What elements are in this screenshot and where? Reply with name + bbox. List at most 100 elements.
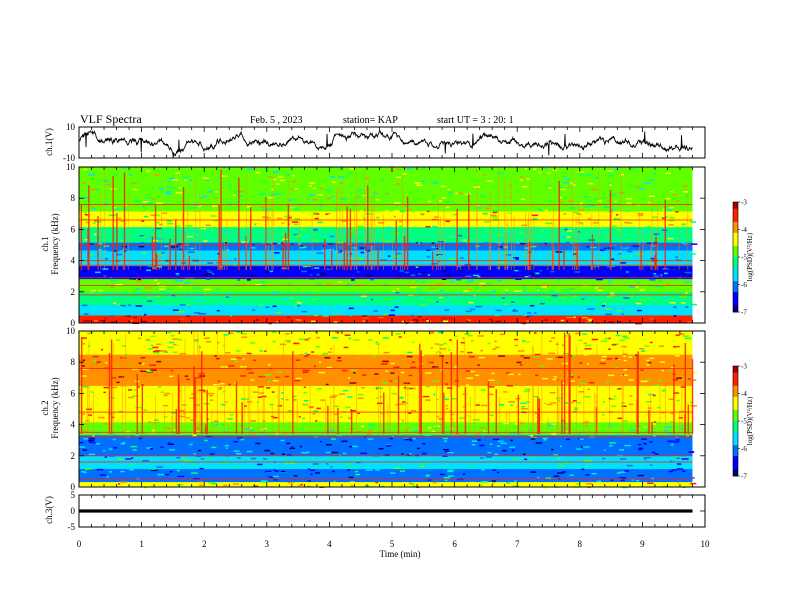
ch2-spectrogram-band-cell [79,445,693,449]
ch1-spectrogram-speckle [446,302,452,305]
ch1-spectrogram-speckle [227,181,231,184]
ch1-spectrogram-speckle [465,215,471,217]
ch1-spectrogram-speckle [452,213,459,216]
ch1-spectrogram-sferic-streak [406,196,409,270]
ch1-spectrogram-speckle [314,314,318,317]
ch1-spectrogram-speckle [515,316,519,319]
ch1-spectrogram-speckle [615,214,619,216]
ch2-spectrogram-speckle [229,413,234,416]
ch2-spectrogram-sferic-streak [425,421,426,434]
ch2-spectrogram-speckle [584,421,589,423]
ch1-spectrogram-speckle [91,206,94,208]
ch2-spectrogram-speckle [503,391,508,393]
ch2-spectrogram-speckle [557,389,562,392]
ch2-spectrogram-speckle [375,481,379,484]
ch2-spectrogram-speckle [146,338,151,341]
ch1-spectrogram-speckle [513,241,517,243]
ch1-spectrogram-sferic-streak [299,217,301,270]
ch1-spectrogram-speckle [567,200,574,203]
ch2-spectrogram-speckle [601,355,607,358]
ch2-spectrogram-speckle [84,468,88,471]
ch1-spectrogram-speckle [565,257,570,259]
ch2-spectrogram-speckle [646,400,652,403]
ch1-spectrogram-speckle [525,272,532,275]
ch2-spectrogram-band-cell [79,458,693,462]
ch2-spectrogram-speckle [329,379,334,382]
ch2-spectrogram-speckle [302,417,305,420]
ch2-spectrogram-speckle [284,339,292,342]
date-label: Feb. 5 , 2023 [250,115,303,126]
ch2-spectrogram-speckle [156,466,164,468]
ch2-spectrogram-speckle [295,377,302,380]
ch2-spectrogram-speckle [675,439,680,441]
ch2-spectrogram-speckle [211,421,219,423]
ch1-spectrogram-speckle [428,299,434,301]
ch1-spectrogram-speckle [291,221,299,223]
ch2-spectrogram-sferic-streak [556,341,558,434]
ch1-spectrogram-band-cell [79,260,693,264]
ch1-spectrogram-speckle [314,244,318,247]
ch2-spectrogram-speckle [343,346,349,349]
ch2-spectrogram-speckle [496,445,501,447]
ch2-spectrogram-speckle [95,443,101,445]
ch2-spectrogram-speckle [481,469,485,471]
ch1-spectrogram-speckle [231,269,238,272]
ch2-spectrogram-speckle [376,343,380,345]
ch1-spectrogram-speckle [295,319,301,321]
ch2-spectrogram-speckle [222,431,229,433]
ch1-spectrogram-speckle [491,216,498,218]
ch2-spectrogram-speckle [211,446,217,449]
ch1-spectrogram-speckle [266,260,270,263]
ch2-spectrogram-speckle [332,470,335,473]
ch2-spectrogram-speckle [617,417,623,420]
ch2-spectrogram-speckle [584,460,591,462]
ch1-spectrogram-speckle [328,299,333,302]
ch2-colorbar-cell [733,473,738,477]
ch1-spectrogram-speckle [226,202,233,204]
ch2-spectrogram-speckle [436,415,439,418]
ch2-spectrogram-speckle [584,354,589,356]
ch1-spectrogram-speckle [563,181,570,184]
ch1-spectrogram-speckle [293,234,298,236]
ch1-spectrogram-speckle [648,195,655,197]
ch1-spectrogram-sferic-streak [159,253,160,270]
ch1-spectrogram-speckle [156,269,164,271]
ch2-spectrogram-speckle [623,337,630,339]
ch1-spectrogram-band-cell [79,190,693,194]
ch2-spectrogram-speckle [472,419,480,421]
ch1-spectrogram-speckle [157,208,165,210]
ch1-spectrogram-speckle [405,302,411,304]
ch1-spectrogram-speckle [483,173,487,176]
ch1-spectrogram-speckle [524,247,530,249]
ch2-spectrogram-speckle [587,388,590,391]
ch2-spectrogram-sferic-streak [193,423,195,434]
ch1-spectrogram-speckle [659,290,665,293]
ch1-spectrogram-speckle [485,283,492,285]
ch1-spectrogram-sferic-streak [238,177,240,270]
ch1-waveform-line [78,129,693,158]
ch1-colorbar-cell [733,228,738,231]
ch1-spectrogram-speckle [205,179,210,182]
ch1-spectrogram-speckle [681,302,686,304]
ch2-spectrogram-speckle [325,383,329,386]
ch2-spectrogram-speckle [82,359,86,361]
ch1-spectrogram-speckle [315,291,322,293]
ch2-spectrogram-speckle [325,463,329,465]
ch1-spectrogram-sferic-streak [356,173,358,270]
ch2-spectrogram-speckle [111,419,119,422]
ch1-spectrogram-speckle [594,176,599,179]
ch3-waveform-ylabel: ch.3(V) [44,496,54,524]
ch1-spectrogram-speckle [390,316,396,319]
ch2-spectrogram-speckle [129,469,134,471]
ch1-spectrogram-speckle [118,217,122,220]
ch1-spectrogram-sferic-streak [657,202,659,270]
ch2-spectrogram-speckle [661,369,664,372]
ch2-colorbar-cell [733,469,738,472]
ch2-spectrogram-speckle [525,359,532,361]
ch1-colorbar-cell [733,283,738,286]
ch2-spectrogram-speckle [673,441,680,443]
ch2-spectrogram-speckle [82,343,86,345]
ch2-spectrogram-speckle [410,395,414,397]
ch2-spectrogram-speckle [408,482,412,484]
ch2-spectrogram-sferic-streak [235,381,238,434]
